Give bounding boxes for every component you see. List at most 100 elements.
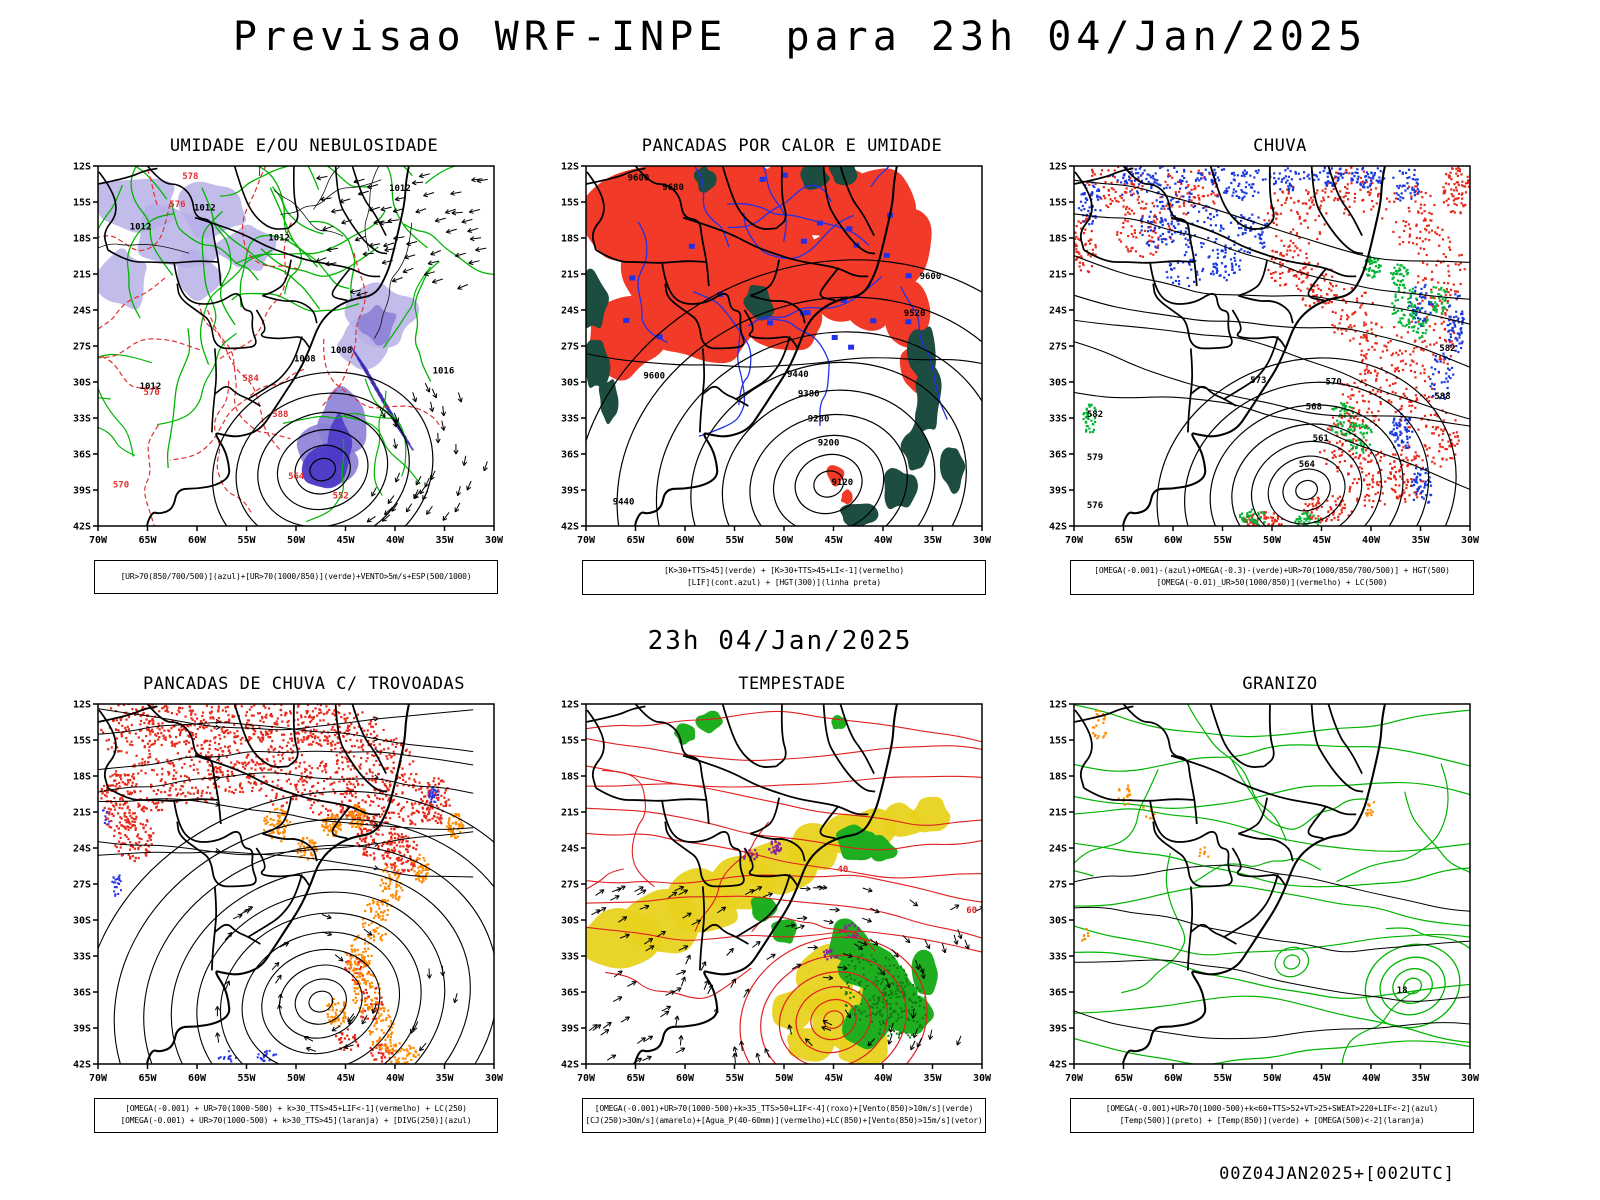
svg-text:36S: 36S (561, 450, 579, 461)
svg-text:1008: 1008 (331, 346, 353, 356)
svg-text:60W: 60W (1164, 535, 1183, 546)
svg-text:33S: 33S (561, 414, 579, 425)
panel-umidade-nebulosidade: UMIDADE E/OU NEBULOSIDADE 1012 1012 1012 10… (58, 134, 510, 595)
legend-box-granizo: [OMEGA(-0.001)+UR>70(1000-500)+k<60+TTS>… (1070, 1098, 1474, 1133)
svg-text:1016: 1016 (433, 367, 455, 377)
svg-text:42S: 42S (73, 522, 91, 533)
legend-line: [Temp(500)](preto) + [Temp(850)](verde) … (1119, 1116, 1425, 1126)
svg-text:39S: 39S (561, 486, 579, 497)
svg-text:70W: 70W (1065, 535, 1084, 546)
panel-pancadas-calor: PANCADAS POR CALOR E UMIDADE 9680 9600 960… (546, 134, 998, 595)
legend-line: [OMEGA(-0.001) + UR>70(1000-500) + k>30_… (120, 1116, 472, 1126)
svg-text:12S: 12S (561, 162, 579, 173)
svg-text:30S: 30S (561, 378, 579, 389)
svg-text:36S: 36S (1049, 450, 1067, 461)
svg-text:24S: 24S (561, 306, 579, 317)
svg-text:36S: 36S (73, 450, 91, 461)
svg-text:35W: 35W (435, 535, 454, 546)
svg-text:570: 570 (1326, 377, 1342, 387)
svg-text:55W: 55W (725, 535, 744, 546)
svg-text:27S: 27S (561, 342, 579, 353)
svg-text:55W: 55W (237, 535, 256, 546)
svg-text:55W: 55W (1213, 535, 1232, 546)
svg-text:9680: 9680 (662, 183, 684, 193)
svg-text:561: 561 (1313, 434, 1329, 444)
svg-text:33S: 33S (73, 414, 91, 425)
legend-box-tempestade: [OMEGA(-0.001)+UR>70(1000-500)+k>35_TTS>… (582, 1098, 986, 1133)
svg-text:50W: 50W (287, 535, 306, 546)
svg-text:70W: 70W (89, 535, 108, 546)
run-info-footer: 00Z04JAN2025+[002UTC] (1219, 1164, 1455, 1184)
svg-text:1012: 1012 (140, 382, 162, 392)
svg-text:570: 570 (113, 481, 129, 491)
svg-text:40W: 40W (1362, 535, 1381, 546)
svg-text:564: 564 (1299, 460, 1316, 470)
panel-row-bottom: PANCADAS DE CHUVA C/ TROVOADAS 12S 15S 18S… (58, 672, 1486, 1133)
svg-text:30W: 30W (485, 535, 504, 546)
svg-text:39S: 39S (1049, 486, 1067, 497)
svg-text:70W: 70W (577, 535, 596, 546)
legend-box-umidade: [UR>70(850/700/500)](azul)+[UR>70(1000/8… (94, 560, 498, 594)
legend-line: [OMEGA(-0.01)_UR>50(1000/850)](vermelho)… (1156, 578, 1388, 588)
svg-text:1012: 1012 (389, 184, 411, 194)
svg-text:21S: 21S (73, 270, 91, 281)
svg-text:45W: 45W (824, 535, 843, 546)
svg-text:60W: 60W (188, 535, 207, 546)
svg-text:9380: 9380 (798, 389, 820, 399)
svg-text:45W: 45W (336, 535, 355, 546)
svg-text:9120: 9120 (832, 478, 854, 488)
svg-text:27S: 27S (73, 342, 91, 353)
svg-text:50W: 50W (1263, 535, 1282, 546)
page-title: Previsao WRF-INPE para 23h 04/Jan/2025 (232, 14, 1368, 60)
svg-text:27S: 27S (1049, 342, 1067, 353)
svg-text:9600: 9600 (920, 272, 942, 282)
panel-row-top: UMIDADE E/OU NEBULOSIDADE 1012 1012 1012 10… (58, 134, 1486, 595)
svg-text:582: 582 (1087, 410, 1103, 420)
svg-text:1012: 1012 (130, 223, 152, 233)
panel-tempestade: TEMPESTADE 40 60 12S 15S 18S 21S 24S 27S 30S 33S 3… (546, 672, 998, 1133)
svg-text:65W: 65W (626, 535, 645, 546)
svg-text:35W: 35W (1411, 535, 1430, 546)
svg-text:588: 588 (272, 410, 288, 420)
svg-text:18S: 18S (1049, 234, 1067, 245)
panel-title-pancadas-calor: PANCADAS POR CALOR E UMIDADE (641, 136, 943, 156)
svg-text:576: 576 (169, 200, 185, 210)
svg-text:18S: 18S (561, 234, 579, 245)
svg-text:9280: 9280 (808, 415, 830, 425)
legend-line: [OMEGA(-0.001) + UR>70(1000-500) + k>30_… (125, 1104, 467, 1113)
legend-line: [OMEGA(-0.001)+UR>70(1000-500)+k<60+TTS>… (1105, 1104, 1439, 1113)
panel-granizo: GRANIZO 18 12S 15S 18S 21S 24S 27S 30S 33S 36S 39S… (1034, 672, 1486, 1133)
svg-text:39S: 39S (73, 486, 91, 497)
svg-text:9600: 9600 (643, 371, 665, 381)
map-chuva: 582 579 576 573 570 568 561 564 582 588 12S 15S 18S 2… (1049, 162, 1480, 547)
legend-line: [CJ(250)>30m/s](amarelo)+[Agua_P(40-60mm… (585, 1116, 983, 1126)
panel-title-chuva: CHUVA (1253, 136, 1307, 156)
svg-text:9520: 9520 (904, 309, 926, 319)
svg-text:33S: 33S (1049, 414, 1067, 425)
svg-text:18S: 18S (73, 234, 91, 245)
svg-text:24S: 24S (73, 306, 91, 317)
legend-line: [OMEGA(-0.001)+UR>70(1000-500)+k>35_TTS>… (594, 1104, 974, 1113)
svg-text:9440: 9440 (787, 370, 809, 380)
svg-text:65W: 65W (1114, 535, 1133, 546)
svg-text:573: 573 (1250, 376, 1266, 386)
legend-box-chuva: [OMEGA(-0.001)-(azul)+OMEGA(-0.3)-(verde… (1070, 560, 1474, 595)
svg-text:9200: 9200 (818, 439, 840, 449)
legend-line: [UR>70(850/700/500)](azul)+[UR>70(1000/8… (120, 571, 472, 581)
svg-text:45W: 45W (1312, 535, 1331, 546)
svg-text:60W: 60W (676, 535, 695, 546)
svg-text:9440: 9440 (613, 497, 635, 507)
legend-line: [OMEGA(-0.001)-(azul)+OMEGA(-0.3)-(verde… (1094, 566, 1450, 575)
svg-text:30W: 30W (973, 535, 992, 546)
svg-text:568: 568 (1306, 403, 1322, 413)
map-tempestade: 406012S15S18S21S24S27S30S33S36S39S42S70W… (561, 700, 992, 1085)
svg-text:564: 564 (288, 472, 305, 482)
svg-text:582: 582 (1439, 344, 1455, 354)
svg-text:15S: 15S (1049, 198, 1067, 209)
svg-text:42S: 42S (561, 522, 579, 533)
mid-caption-datetime: 23h 04/Jan/2025 (647, 626, 913, 656)
svg-text:579: 579 (1087, 453, 1103, 463)
